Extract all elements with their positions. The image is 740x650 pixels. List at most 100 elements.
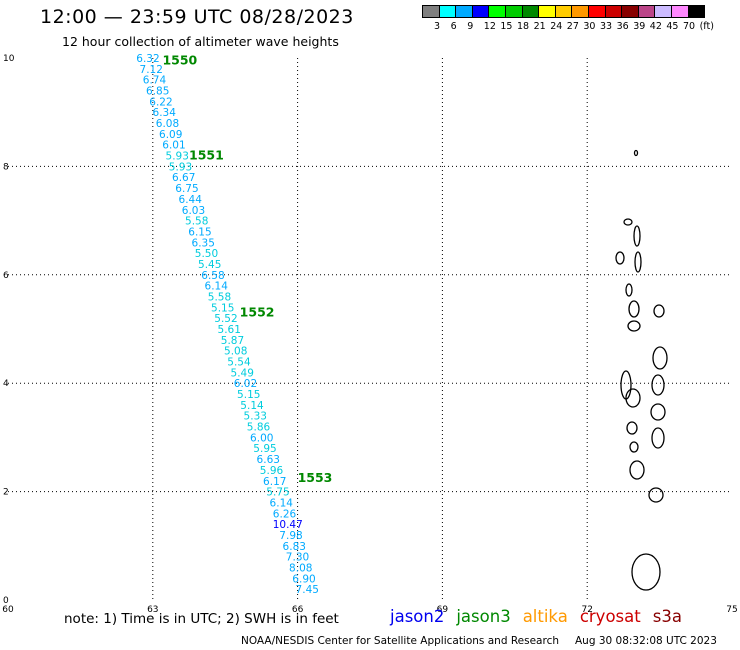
wave-height-value: 5.93 <box>169 161 192 173</box>
island-outline <box>627 320 641 332</box>
time-label: 1553 <box>298 470 333 485</box>
wave-height-value: 6.01 <box>162 140 185 152</box>
colorbar-label: 36 <box>616 21 629 32</box>
y-tick-label: 0 <box>3 596 9 606</box>
wave-height-colorbar <box>422 5 706 18</box>
island-outline <box>626 421 638 435</box>
page-title: 12:00 — 23:59 UTC 08/28/2023 <box>40 6 354 28</box>
island-outline <box>629 460 645 480</box>
wave-height-value: 5.52 <box>214 313 237 325</box>
wave-height-value: 6.58 <box>201 270 224 282</box>
y-tick-label: 10 <box>3 54 15 64</box>
x-tick-label: 75 <box>726 605 737 615</box>
x-tick-label: 72 <box>581 605 592 615</box>
legend-altika: altika <box>522 607 568 626</box>
x-tick-label: 69 <box>437 605 449 615</box>
colorbar-label: 39 <box>633 21 646 32</box>
footer-credit: NOAA/NESDIS Center for Satellite Applica… <box>241 635 559 647</box>
island-outline <box>653 304 665 318</box>
wave-height-value: 6.74 <box>143 75 167 87</box>
legend-jason2: jason2 <box>390 607 445 626</box>
wave-height-value: 6.83 <box>283 541 306 553</box>
units-note: note: 1) Time is in UTC; 2) SWH is in fe… <box>64 611 339 627</box>
wave-height-value: 10.47 <box>273 519 303 531</box>
wave-height-value: 5.50 <box>195 248 218 260</box>
colorbar-label: 45 <box>666 21 679 32</box>
colorbar-label: 42 <box>649 21 662 32</box>
time-label: 1551 <box>189 148 224 163</box>
wave-height-value: 5.54 <box>227 357 251 369</box>
wave-height-value: 5.49 <box>231 367 254 379</box>
wave-height-value: 5.15 <box>211 302 234 314</box>
colorbar-label: 33 <box>600 21 613 32</box>
colorbar-label: 3 <box>434 21 441 32</box>
wave-height-value: 6.17 <box>263 476 286 488</box>
colorbar-label: 21 <box>533 21 546 32</box>
island-outline <box>633 225 641 247</box>
wave-height-value: 6.26 <box>273 508 297 520</box>
wave-height-value: 5.33 <box>244 411 267 423</box>
legend-cryosat: cryosat <box>579 607 641 626</box>
time-label: 1552 <box>240 305 275 320</box>
x-tick-label: 60 <box>2 605 14 615</box>
wave-height-value: 6.67 <box>172 172 195 184</box>
wave-height-value: 7.98 <box>279 530 302 542</box>
wave-height-value: 7.30 <box>286 552 309 564</box>
wave-height-value: 5.08 <box>224 346 247 358</box>
wave-height-value: 5.15 <box>237 389 260 401</box>
island-outline <box>625 388 641 408</box>
wave-height-value: 5.87 <box>221 335 244 347</box>
wave-height-value: 6.03 <box>182 205 205 217</box>
wave-height-value: 5.14 <box>240 400 264 412</box>
wave-height-value: 5.95 <box>253 443 276 455</box>
island-outline <box>651 427 665 449</box>
footer-timestamp: Aug 30 08:32:08 UTC 2023 <box>575 635 717 647</box>
wave-height-value: 6.44 <box>179 194 203 206</box>
wave-height-value: 7.12 <box>140 64 163 76</box>
wave-height-value: 6.32 <box>136 53 159 65</box>
wave-height-value: 6.75 <box>175 183 198 195</box>
wave-height-value: 5.61 <box>218 324 241 336</box>
y-tick-label: 6 <box>3 271 9 281</box>
island-outline <box>651 374 665 396</box>
island-outline <box>652 346 668 370</box>
colorbar-label: 70 <box>683 21 696 32</box>
colorbar-label: 12 <box>483 21 496 32</box>
colorbar-label: 30 <box>583 21 596 32</box>
island-outline <box>615 251 625 265</box>
wave-height-value: 6.09 <box>159 129 182 141</box>
wave-height-value: 6.02 <box>234 378 257 390</box>
colorbar-label: 27 <box>566 21 579 32</box>
wave-height-value: 6.14 <box>205 281 229 293</box>
wave-height-value: 6.22 <box>149 96 172 108</box>
wave-height-value: 6.85 <box>146 86 169 98</box>
wave-height-value: 5.58 <box>208 291 231 303</box>
wave-height-value: 8.08 <box>289 562 312 574</box>
legend-jason3: jason3 <box>456 607 511 626</box>
island-outline <box>631 553 661 591</box>
y-tick-label: 8 <box>3 162 9 172</box>
wave-height-value: 6.34 <box>153 107 177 119</box>
wave-height-value: 5.93 <box>166 151 189 163</box>
colorbar-labels: 3 6 9 12 15 18 21 24 27 30 33 36 39 42 45 70 (ft) <box>422 21 740 33</box>
x-tick-label: 66 <box>292 605 304 615</box>
wave-height-value: 6.14 <box>270 497 294 509</box>
wave-height-value: 5.75 <box>266 487 289 499</box>
legend-s3a: s3a <box>652 607 682 626</box>
wave-height-value: 6.63 <box>257 454 280 466</box>
island-outline <box>628 300 640 318</box>
wave-height-value: 6.08 <box>156 118 179 130</box>
colorbar-swatch <box>687 5 706 18</box>
wave-height-value: 6.90 <box>292 573 315 585</box>
satellite-legend: jason2 jason3 altika cryosat s3a <box>390 607 694 626</box>
island-outline <box>623 218 633 226</box>
x-tick-label: 63 <box>147 605 158 615</box>
wave-height-value: 5.96 <box>260 465 284 477</box>
page-subtitle: 12 hour collection of altimeter wave hei… <box>62 34 339 49</box>
colorbar-label: (ft) <box>699 21 714 32</box>
island-outline <box>625 283 633 297</box>
time-label: 1550 <box>162 53 197 68</box>
colorbar-label: 24 <box>550 21 563 32</box>
